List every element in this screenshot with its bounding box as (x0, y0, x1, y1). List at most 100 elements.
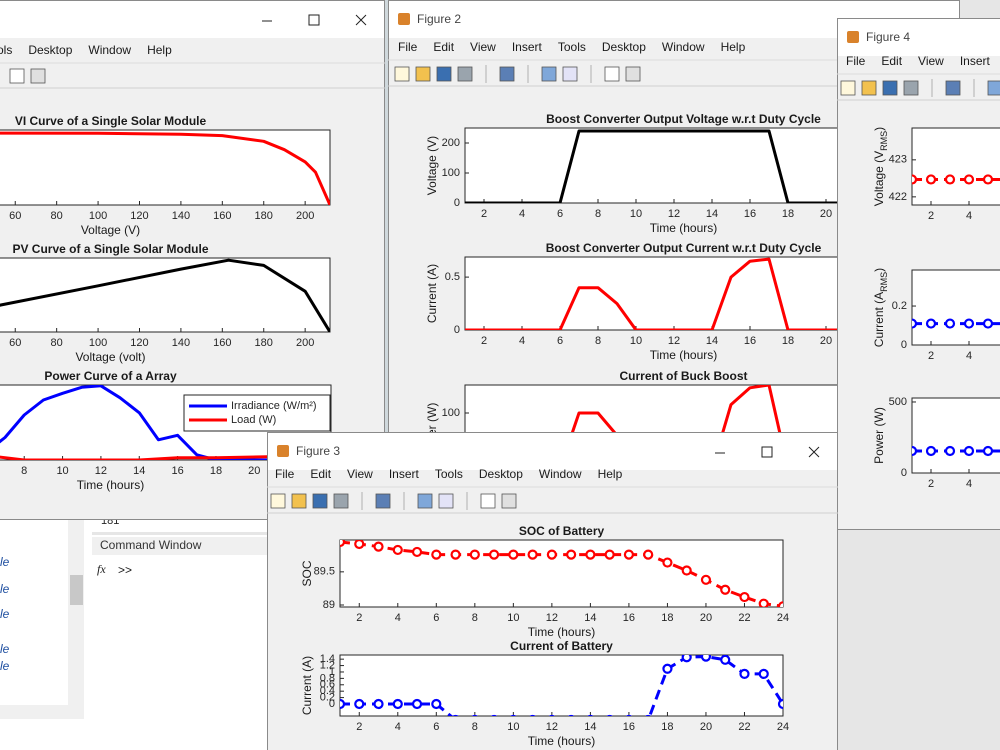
toolbar-button[interactable] (987, 80, 1000, 96)
toolbar-button[interactable] (438, 493, 454, 509)
menu-item[interactable]: Help (721, 40, 746, 54)
data-point (643, 549, 654, 560)
menu-item[interactable]: Edit (310, 467, 331, 481)
app-icon (277, 445, 289, 457)
command-window[interactable] (92, 535, 267, 750)
title-bar (838, 19, 1000, 56)
menu-item[interactable]: Insert (389, 467, 420, 481)
data-line (0, 385, 331, 460)
axes-box (911, 269, 1000, 346)
y-tick-label: 423 (889, 154, 907, 166)
plot-area (465, 129, 902, 203)
menu-item[interactable]: View (470, 40, 496, 54)
y-tick-label: 1 (329, 666, 335, 678)
toolbar-button[interactable] (840, 80, 856, 96)
toolbar-button[interactable] (457, 66, 473, 82)
toolbar-button[interactable] (882, 80, 898, 96)
close-button[interactable] (808, 446, 820, 458)
menu-item[interactable]: View (918, 54, 944, 68)
file-item[interactable]: le (0, 659, 10, 673)
data-point (431, 698, 442, 710)
menu-item[interactable]: File (846, 54, 866, 68)
menu-item[interactable]: Desktop (602, 40, 646, 54)
toolbar-button[interactable] (480, 493, 496, 509)
data-point (392, 698, 403, 710)
menu-item[interactable]: Desktop (479, 467, 523, 481)
menu-item[interactable]: Window (88, 43, 131, 57)
menu-item[interactable]: View (347, 467, 373, 481)
toolbar-button[interactable] (903, 80, 919, 96)
axes-title: SOC of Battery (519, 524, 605, 538)
y-axis-label: Current (ARMS) (872, 268, 889, 347)
toolbar-button[interactable] (415, 66, 431, 82)
plot-area (340, 540, 783, 607)
close-button[interactable] (355, 14, 367, 26)
toolbar-button[interactable] (861, 80, 877, 96)
toolbar-button[interactable] (499, 66, 515, 82)
toolbar-button[interactable] (562, 66, 578, 82)
data-line (465, 129, 902, 203)
maximize-button[interactable] (761, 446, 773, 458)
menu-item[interactable]: File (275, 467, 295, 481)
prompt: >> (118, 563, 132, 577)
menu-item[interactable]: Tools (435, 467, 463, 481)
toolbar-button[interactable] (375, 493, 391, 509)
maximize-button[interactable] (308, 14, 320, 26)
x-tick-label: 2 (481, 208, 487, 220)
x-tick-label: 200 (296, 337, 314, 349)
toolbar-button[interactable] (291, 493, 307, 509)
data-point (469, 549, 480, 560)
x-tick-label: 60 (9, 337, 21, 349)
toolbar-button[interactable] (625, 66, 641, 82)
file-item[interactable]: le (0, 555, 10, 569)
menu-item[interactable]: Insert (512, 40, 543, 54)
menu-item[interactable]: ols (0, 43, 12, 57)
x-axis-label: Time (hours) (528, 625, 596, 639)
toolbar-button[interactable] (541, 66, 557, 82)
file-item[interactable]: le (0, 607, 10, 621)
x-tick-label: 180 (255, 337, 273, 349)
y-tick-label: 0.2 (320, 691, 335, 703)
y-tick-label: 0 (454, 197, 460, 209)
x-tick-label: 4 (966, 350, 972, 362)
menu-item[interactable]: Edit (433, 40, 454, 54)
axes-box (464, 256, 903, 331)
menu-item[interactable]: Help (598, 467, 623, 481)
x-axis-label: Voltage (volt) (75, 350, 145, 364)
toolbar-button[interactable] (30, 68, 46, 84)
menu-item[interactable]: Tools (558, 40, 586, 54)
data-point (720, 584, 731, 595)
axes-box (911, 397, 1000, 474)
toolbar-button[interactable] (9, 68, 25, 84)
x-axis-label: Time (hours) (650, 221, 718, 235)
x-tick-label: 20 (700, 612, 712, 624)
data-point (739, 668, 750, 679)
scroll-thumb[interactable] (70, 575, 83, 605)
data-point (925, 174, 937, 185)
menu-item[interactable]: File (398, 40, 418, 54)
toolbar-button[interactable] (270, 493, 286, 509)
menu-item[interactable]: Desktop (28, 43, 72, 57)
menu-item[interactable]: Help (147, 43, 172, 57)
menu-item[interactable]: Insert (960, 54, 991, 68)
x-tick-label: 20 (820, 208, 832, 220)
x-tick-label: 18 (782, 335, 794, 347)
toolbar-button[interactable] (604, 66, 620, 82)
menu-item[interactable]: Window (539, 467, 582, 481)
toolbar-button[interactable] (312, 493, 328, 509)
toolbar-button[interactable] (417, 493, 433, 509)
x-tick-label: 2 (928, 210, 934, 222)
file-item[interactable]: le (0, 642, 10, 656)
file-item[interactable]: le (0, 582, 10, 596)
toolbar-button[interactable] (333, 493, 349, 509)
fx-icon: fx (97, 562, 106, 576)
menu-item[interactable]: Edit (881, 54, 902, 68)
menu-item[interactable]: Window (662, 40, 705, 54)
y-axis-label-part: RMS (879, 131, 889, 151)
toolbar-button[interactable] (394, 66, 410, 82)
y-axis-label: Current (A) (300, 656, 314, 715)
toolbar-button[interactable] (945, 80, 961, 96)
toolbar-button[interactable] (436, 66, 452, 82)
x-tick-label: 160 (213, 337, 231, 349)
toolbar-button[interactable] (501, 493, 517, 509)
